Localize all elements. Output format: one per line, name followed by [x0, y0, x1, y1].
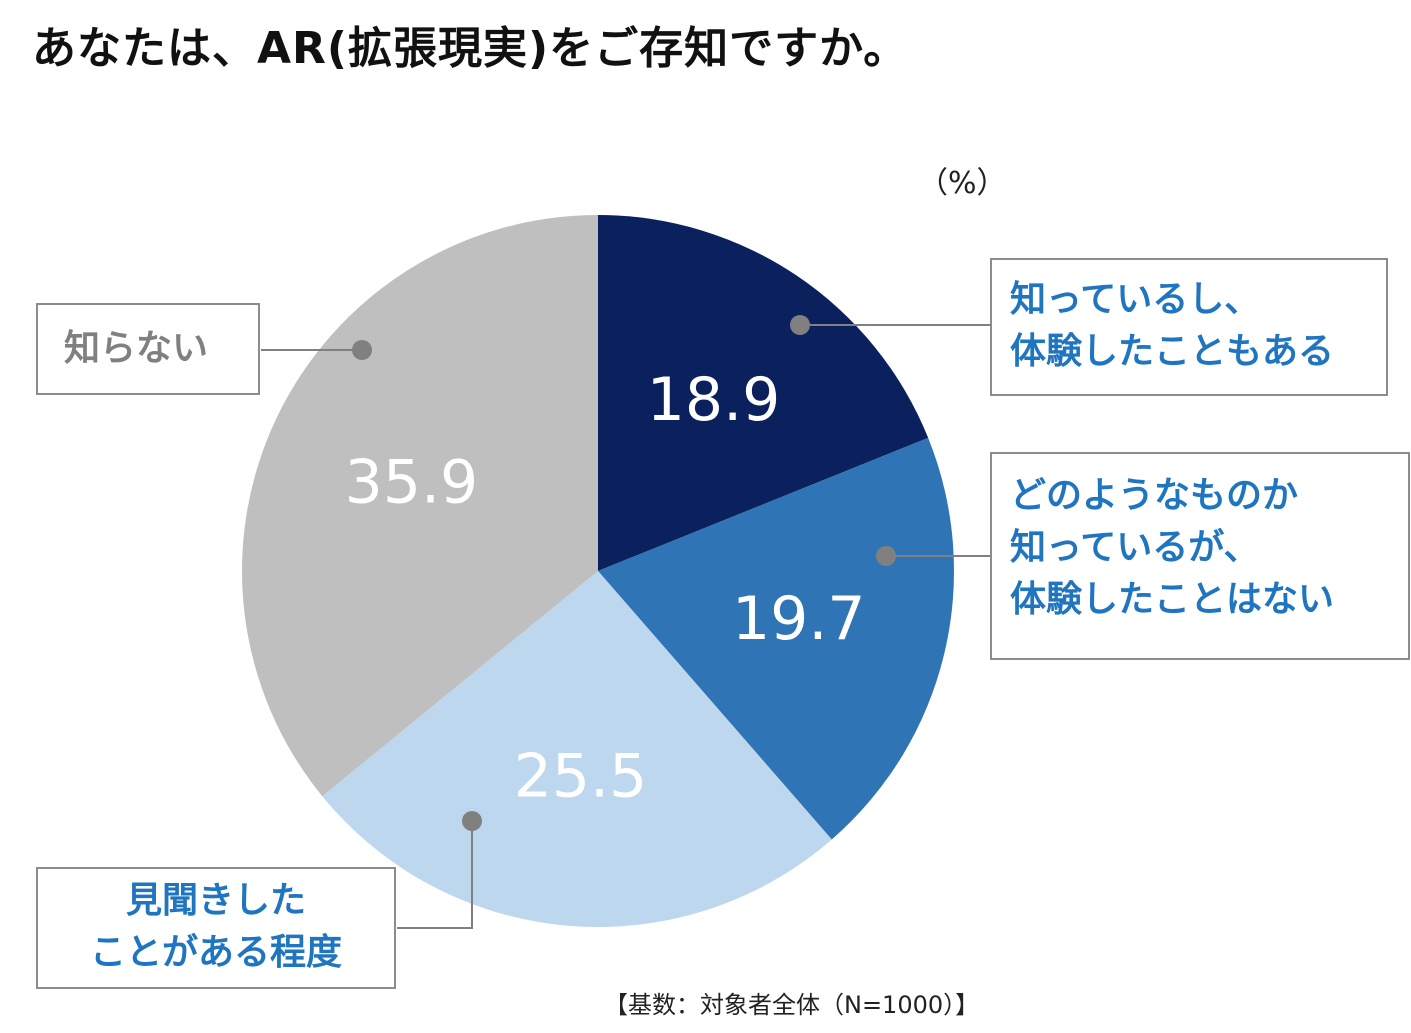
label-heard-of: 見聞きした ことがある程度: [36, 867, 396, 989]
chart-title: あなたは、AR(拡張現実)をご存知ですか。: [32, 23, 909, 74]
leader-dot-dont-know: [352, 340, 372, 360]
pie-slice-heard-of: [322, 571, 832, 927]
value-label-heard-of: 25.5: [514, 742, 648, 812]
pie-slice-experienced: [598, 215, 929, 571]
label-experienced: 知っているし、 体験したこともある: [990, 258, 1388, 396]
label-dont-know: 知らない: [36, 303, 260, 395]
value-label-know-not-experienced: 19.7: [732, 584, 866, 654]
leader-line-heard-of: [397, 821, 473, 929]
value-label-experienced: 18.9: [647, 365, 781, 435]
leader-dot-experienced: [790, 315, 810, 335]
unit-label: （%）: [918, 166, 1007, 201]
label-know-not-experienced: どのようなものか 知っているが、 体験したことはない: [990, 452, 1410, 660]
sample-size-note: 【基数：対象者全体（N=1000）】: [604, 991, 980, 1019]
leader-dot-heard-of: [462, 811, 482, 831]
value-label-dont-know: 35.9: [345, 447, 479, 517]
pie-slice-know-not-experienced: [598, 437, 954, 840]
pie-slice-dont-know: [242, 215, 598, 797]
leader-dot-know-not-experienced: [876, 546, 896, 566]
